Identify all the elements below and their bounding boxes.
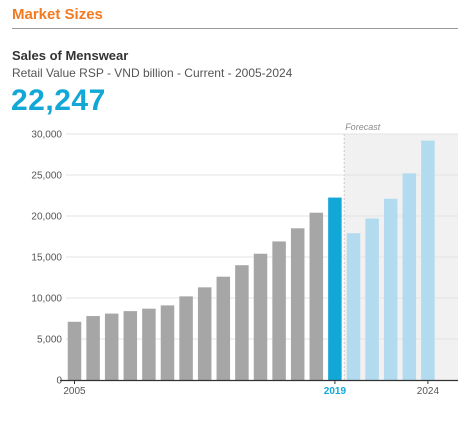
forecast-label: Forecast — [345, 122, 381, 132]
bar-2015 — [253, 253, 268, 380]
bar-2007 — [104, 313, 119, 380]
bar-2011 — [179, 296, 193, 380]
bar-2016 — [272, 241, 286, 380]
bar-2012 — [197, 287, 212, 380]
bar-2014 — [235, 265, 249, 380]
section-title: Market Sizes — [12, 6, 103, 23]
bar-2024 — [421, 140, 435, 380]
y-tick-label: 25,000 — [31, 171, 62, 182]
bar-2023 — [402, 173, 417, 380]
bar-2013 — [216, 276, 231, 380]
bar-2017 — [290, 228, 305, 380]
bar-2018 — [309, 212, 324, 380]
bar-2010 — [160, 305, 175, 380]
x-tick-label: 2024 — [417, 386, 440, 397]
x-tick-label: 2019 — [324, 386, 347, 397]
bar-2019 — [328, 197, 342, 380]
bar-2006 — [86, 316, 100, 380]
bar-2008 — [123, 311, 138, 380]
y-tick-label: 30,000 — [31, 130, 62, 141]
y-tick-label: 0 — [56, 376, 62, 387]
bar-chart: Forecast 0 5,000 10,000 15,000 20,000 25,000 3… — [31, 122, 458, 397]
section-divider — [12, 28, 458, 29]
chart-subtitle: Retail Value RSP - VND billion - Current… — [12, 66, 293, 80]
bar-2009 — [142, 308, 156, 380]
y-tick-label: 10,000 — [31, 294, 62, 305]
y-tick-label: 15,000 — [31, 253, 62, 264]
bar-2021 — [365, 218, 379, 380]
y-tick-label: 20,000 — [31, 212, 62, 223]
y-tick-label: 5,000 — [37, 335, 62, 346]
x-tick-label: 2005 — [63, 386, 86, 397]
highlight-value: 22,247 — [11, 84, 106, 117]
chart-title: Sales of Menswear — [12, 48, 129, 63]
bar-2020 — [346, 233, 361, 380]
bar-2022 — [383, 198, 398, 380]
bar-2005 — [67, 321, 82, 380]
